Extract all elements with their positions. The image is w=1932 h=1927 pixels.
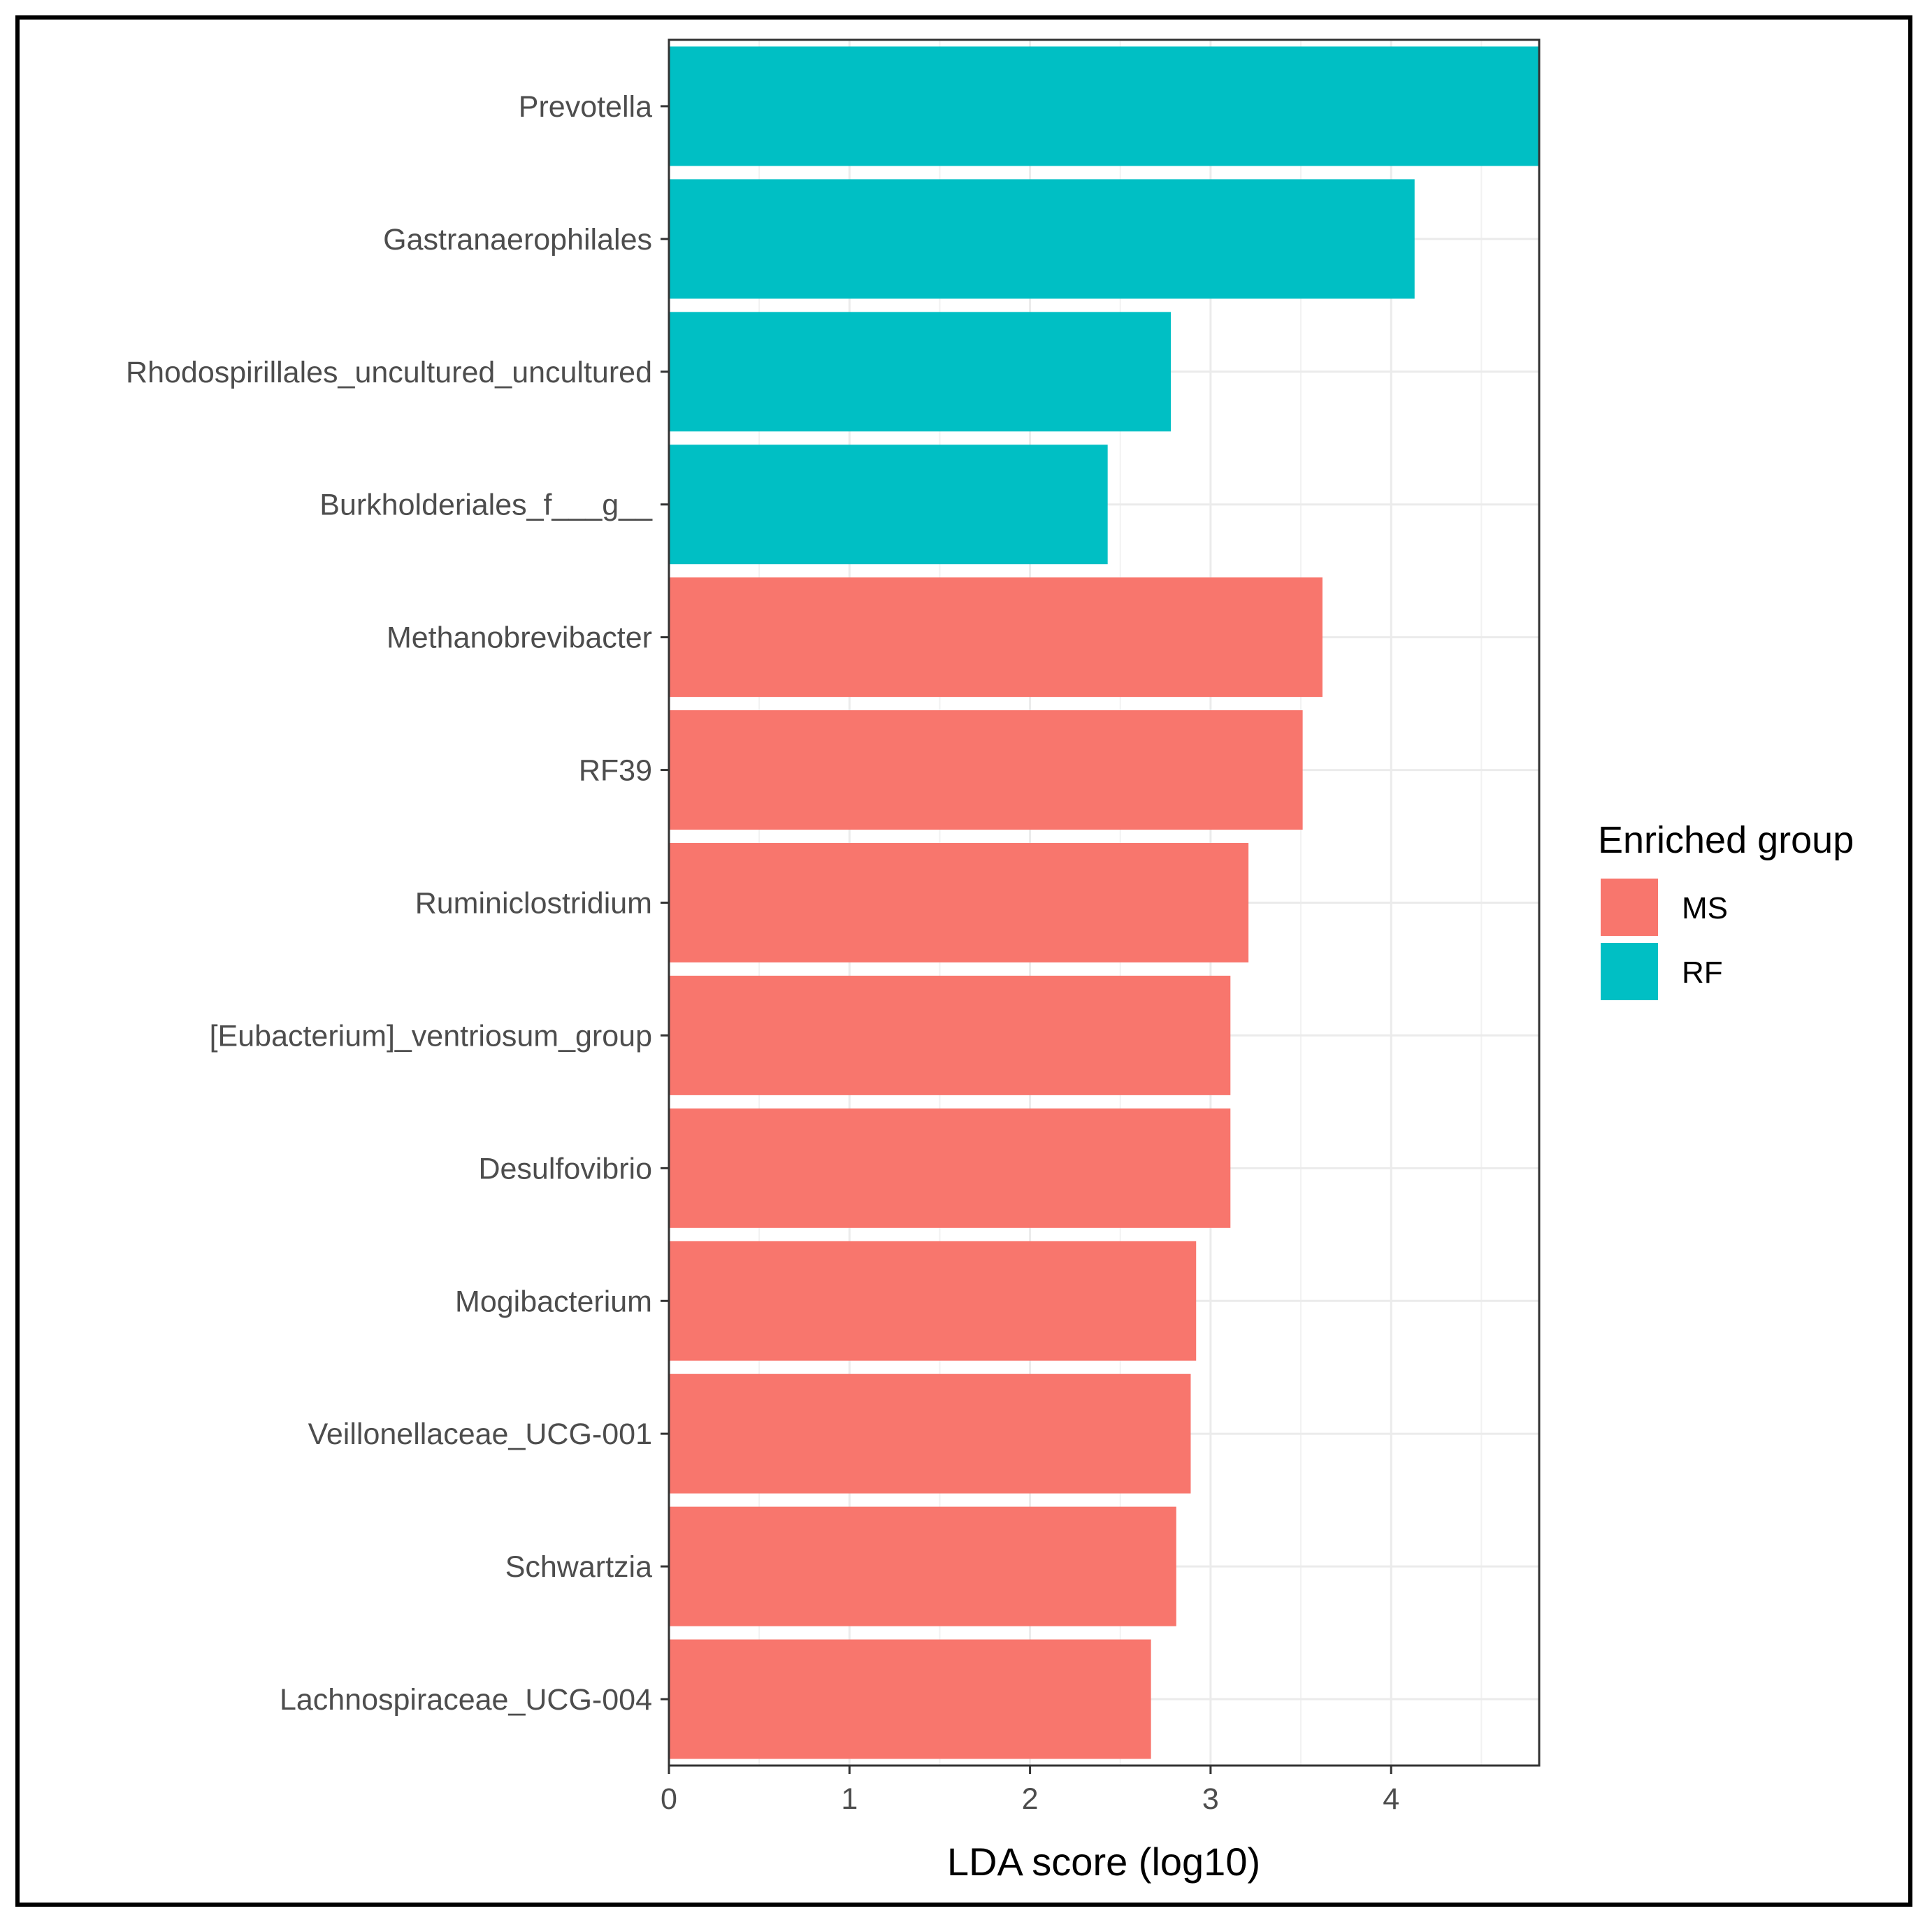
- y-tick-label: Prevotella: [519, 90, 652, 124]
- y-tick-label: Schwartzia: [505, 1550, 652, 1584]
- legend-key-rf: [1601, 943, 1658, 1000]
- x-axis: 0 1 2 3 4: [661, 1766, 1399, 1816]
- bar-3: [669, 312, 1172, 432]
- y-tick-label: Burkholderiales_f___g__: [319, 489, 653, 522]
- x-tick-label: 4: [1383, 1782, 1399, 1816]
- x-tick-label: 3: [1202, 1782, 1219, 1816]
- x-tick-label: 2: [1022, 1782, 1039, 1816]
- bar-13: [669, 1639, 1151, 1759]
- bar-9: [669, 1108, 1231, 1228]
- bar-7: [669, 843, 1249, 962]
- legend-title: Enriched group: [1598, 819, 1854, 861]
- y-axis: Prevotella Gastranaerophilales Rhodospiril…: [126, 90, 669, 1717]
- bar-11: [669, 1373, 1191, 1494]
- bars: [669, 46, 1539, 1759]
- y-tick-label: RF39: [579, 754, 652, 788]
- bar-2: [669, 179, 1415, 299]
- legend-label-ms: MS: [1682, 891, 1728, 925]
- x-tick-label: 0: [661, 1782, 677, 1816]
- y-tick-label: Rhodospirillales_uncultured_uncultured: [126, 356, 652, 389]
- bar-5: [669, 577, 1323, 698]
- y-tick-label: Lachnospiraceae_UCG-004: [280, 1683, 652, 1717]
- y-tick-label: [Eubacterium]_ventriosum_group: [210, 1019, 652, 1053]
- bar-10: [669, 1241, 1197, 1361]
- bar-1: [669, 46, 1539, 166]
- legend: Enriched group MS RF: [1598, 819, 1854, 1000]
- bar-12: [669, 1506, 1176, 1626]
- y-tick-label: Methanobrevibacter: [387, 621, 652, 655]
- bar-8: [669, 975, 1231, 1095]
- y-tick-label: Ruminiclostridium: [415, 887, 652, 921]
- bar-4: [669, 445, 1108, 565]
- legend-label-rf: RF: [1682, 955, 1723, 990]
- y-tick-label: Gastranaerophilales: [383, 223, 652, 257]
- x-tick-label: 1: [841, 1782, 858, 1816]
- y-tick-label: Veillonellaceae_UCG-001: [308, 1417, 652, 1451]
- x-axis-title: LDA score (log10): [947, 1840, 1260, 1884]
- bar-6: [669, 710, 1303, 830]
- y-tick-label: Mogibacterium: [455, 1285, 652, 1318]
- legend-key-ms: [1601, 879, 1658, 936]
- y-tick-label: Desulfovibrio: [478, 1152, 652, 1185]
